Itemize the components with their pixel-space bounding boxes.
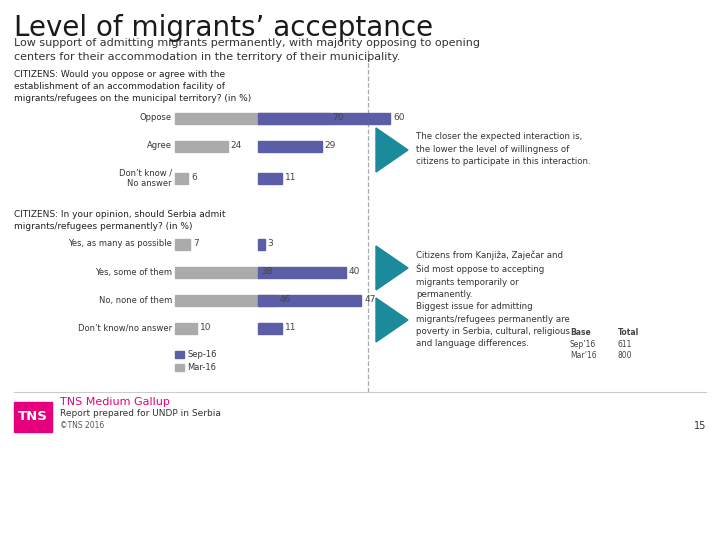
Bar (175, 239, 190, 249)
Bar (258, 112, 390, 124)
Text: Don’t know /
No answer: Don’t know / No answer (119, 168, 172, 188)
Polygon shape (376, 298, 408, 342)
Text: Report prepared for UNDP in Serbia: Report prepared for UNDP in Serbia (60, 409, 221, 418)
Text: Level of migrants’ acceptance: Level of migrants’ acceptance (14, 14, 433, 42)
Text: 40: 40 (349, 267, 361, 276)
Bar (258, 322, 282, 334)
Text: Base: Base (570, 328, 590, 337)
Bar (258, 239, 265, 249)
Polygon shape (376, 246, 408, 290)
Text: 38: 38 (261, 267, 273, 276)
Text: 15: 15 (693, 421, 706, 431)
Text: 7: 7 (194, 240, 199, 248)
Bar (175, 112, 329, 124)
Text: Citizens from Kanjiža, Zaječar and
Šid most oppose to accepting
migrants tempora: Citizens from Kanjiža, Zaječar and Šid m… (416, 250, 563, 299)
Text: Low support of admitting migrants permanently, with majority opposing to opening: Low support of admitting migrants perman… (14, 38, 480, 63)
Bar (175, 172, 188, 184)
Text: 47: 47 (364, 295, 376, 305)
Text: 24: 24 (231, 141, 242, 151)
Text: 10: 10 (200, 323, 212, 333)
Text: Mar-16: Mar-16 (187, 363, 216, 372)
Text: TNS Medium Gallup: TNS Medium Gallup (60, 397, 170, 407)
Bar (175, 364, 184, 371)
Text: 611: 611 (618, 340, 632, 349)
Text: Yes, as many as possible: Yes, as many as possible (68, 240, 172, 248)
Text: Biggest issue for admitting
migrants/refugees permanently are
poverty in Serbia,: Biggest issue for admitting migrants/ref… (416, 302, 570, 348)
Bar (175, 351, 184, 358)
Text: Mar’16: Mar’16 (570, 351, 597, 360)
Text: 29: 29 (325, 141, 336, 151)
Text: ©TNS 2016: ©TNS 2016 (60, 421, 104, 430)
Bar (175, 294, 276, 306)
Text: TNS: TNS (18, 410, 48, 423)
Text: 3: 3 (268, 240, 274, 248)
Polygon shape (376, 128, 408, 172)
Text: 11: 11 (285, 173, 297, 183)
Text: Yes, some of them: Yes, some of them (95, 267, 172, 276)
Text: The closer the expected interaction is,
the lower the level of willingness of
ci: The closer the expected interaction is, … (416, 132, 590, 166)
Text: 46: 46 (279, 295, 291, 305)
Text: 6: 6 (192, 173, 197, 183)
Text: 70: 70 (332, 113, 343, 123)
Text: 11: 11 (285, 323, 297, 333)
Bar (175, 322, 197, 334)
Text: 60: 60 (393, 113, 405, 123)
Text: CITIZENS: Would you oppose or agree with the
establishment of an accommodation f: CITIZENS: Would you oppose or agree with… (14, 70, 251, 103)
Text: Agree: Agree (147, 141, 172, 151)
Text: 800: 800 (618, 351, 632, 360)
Text: Total: Total (618, 328, 639, 337)
Bar (258, 140, 322, 152)
Text: Oppose: Oppose (140, 113, 172, 123)
Bar (258, 294, 361, 306)
Bar (258, 172, 282, 184)
Bar (175, 267, 258, 278)
Bar (258, 267, 346, 278)
Text: CITIZENS: In your opinion, should Serbia admit
migrants/refugees permanently? (i: CITIZENS: In your opinion, should Serbia… (14, 210, 225, 231)
Text: Sep’16: Sep’16 (570, 340, 596, 349)
Text: Don’t know/no answer: Don’t know/no answer (78, 323, 172, 333)
Text: No, none of them: No, none of them (99, 295, 172, 305)
Text: Sep-16: Sep-16 (187, 350, 217, 359)
Bar (175, 140, 228, 152)
Bar (14, 402, 52, 432)
